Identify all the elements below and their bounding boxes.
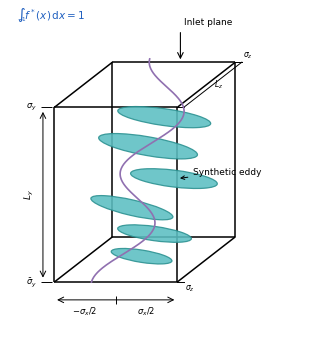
Text: $\bar{\sigma}_y$: $\bar{\sigma}_y$ — [25, 276, 36, 288]
Text: $L_y$: $L_y$ — [23, 189, 36, 200]
Ellipse shape — [131, 169, 217, 189]
Ellipse shape — [91, 196, 173, 220]
Text: $\sigma_z$: $\sigma_z$ — [185, 284, 195, 294]
Text: $\sigma_x/2$: $\sigma_x/2$ — [137, 306, 156, 318]
Ellipse shape — [99, 134, 197, 159]
Text: $_{-1}$: $_{-1}$ — [17, 15, 27, 24]
Text: Inlet plane: Inlet plane — [184, 18, 232, 27]
Text: Synthetic eddy: Synthetic eddy — [181, 168, 262, 179]
Text: $L_z$: $L_z$ — [214, 78, 223, 91]
Text: $-\sigma_x/2$: $-\sigma_x/2$ — [72, 306, 98, 318]
Ellipse shape — [118, 225, 191, 242]
Ellipse shape — [118, 106, 211, 128]
Text: $\sigma_y$: $\sigma_y$ — [26, 102, 36, 113]
Text: $\sigma_z$: $\sigma_z$ — [243, 50, 253, 61]
Text: $\int f^*(x)\,\mathrm{d}x = 1$: $\int f^*(x)\,\mathrm{d}x = 1$ — [17, 5, 85, 24]
Ellipse shape — [111, 249, 172, 264]
